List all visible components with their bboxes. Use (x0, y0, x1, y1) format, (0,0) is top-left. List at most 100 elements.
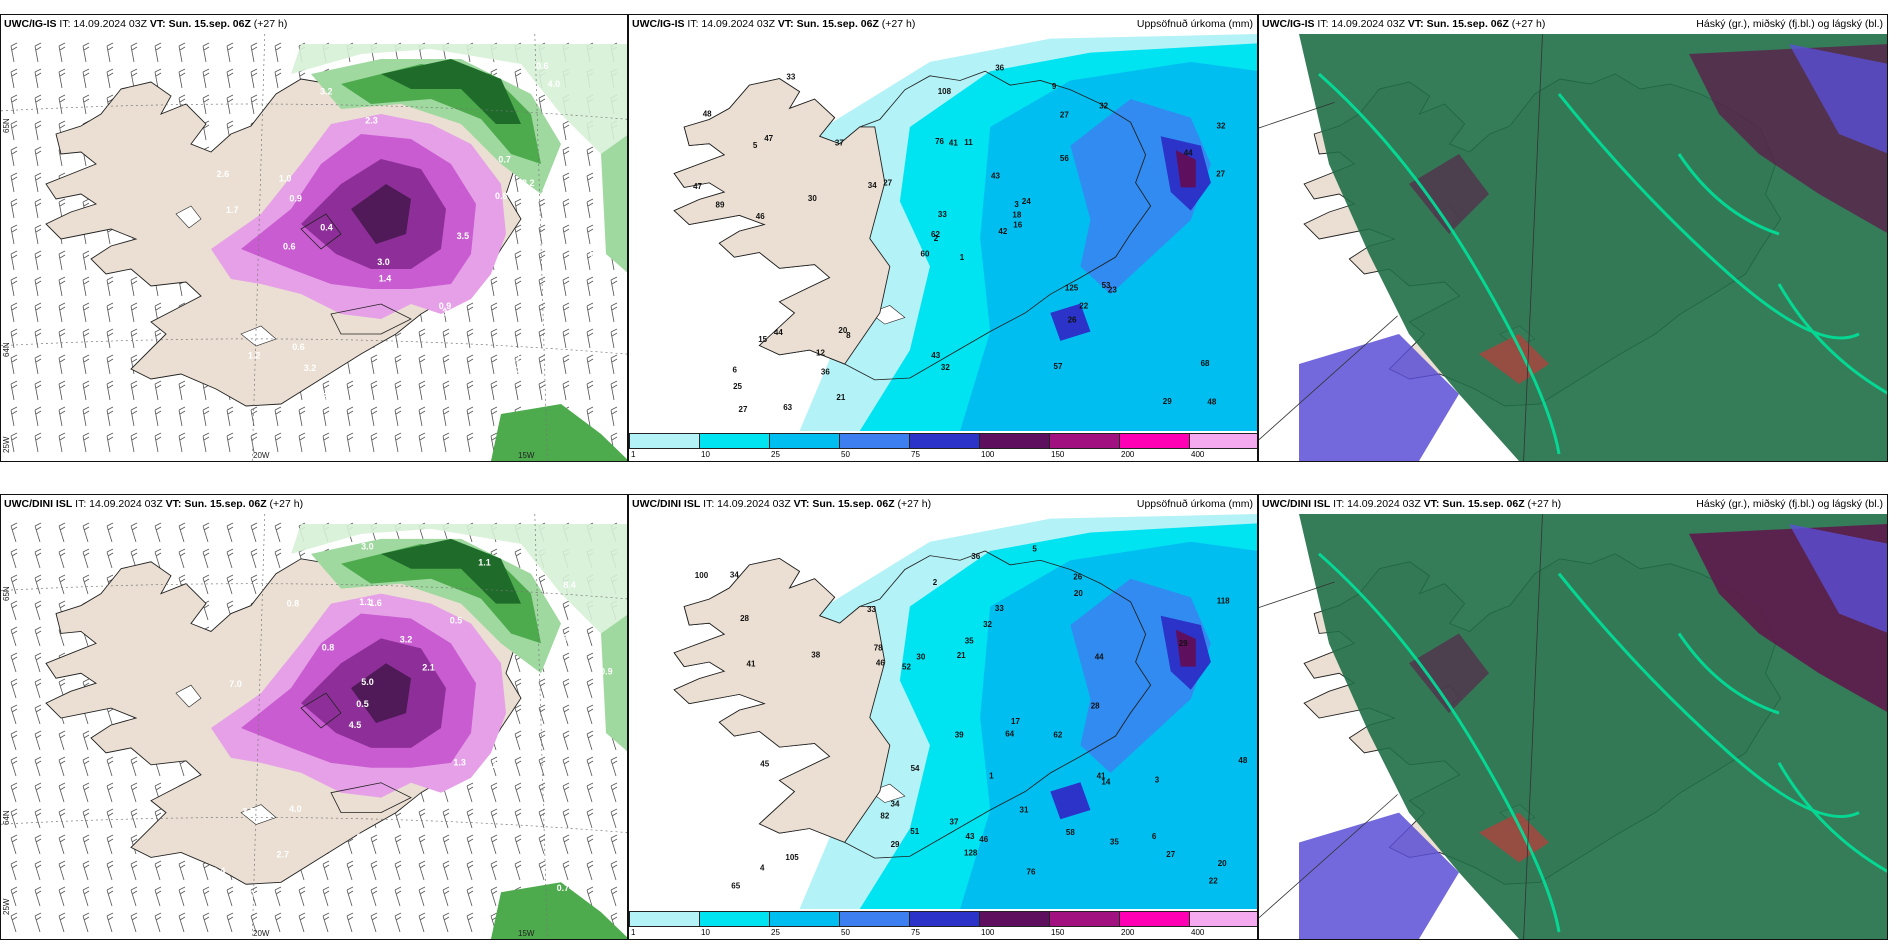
value-label: 34 (730, 570, 739, 579)
graticule-line (534, 34, 548, 461)
value-label: 33 (995, 604, 1004, 613)
precip-heavy-area (491, 882, 627, 939)
wind-barb (82, 250, 90, 271)
wind-barb (34, 198, 42, 219)
wind-barb (34, 42, 42, 63)
wind-barb (82, 42, 90, 63)
lon-label-20w: 20W (253, 451, 270, 460)
wind-barb (10, 354, 18, 375)
wind-barb (10, 730, 18, 751)
wind-barb (178, 522, 186, 543)
wind-barb (610, 406, 618, 427)
value-label: 33 (786, 73, 795, 82)
wind-barb (130, 68, 138, 89)
valid-time: VT: Sun. 15.sep. 06Z (165, 498, 267, 510)
colorbar-swatch (979, 911, 1050, 927)
wind-barb (58, 860, 66, 881)
wind-barb (34, 730, 42, 751)
value-label: 21 (957, 651, 966, 660)
wind-barb (82, 432, 90, 453)
value-label: 27 (883, 179, 892, 188)
wind-barb (490, 860, 498, 881)
wind-barb (322, 406, 330, 427)
wind-barb (178, 68, 186, 89)
accum-75-100 (1050, 303, 1091, 341)
wind-barb (346, 432, 354, 453)
wind-barb (58, 574, 66, 595)
wind-barb (34, 146, 42, 167)
value-labels: 0.7 7.0 8.4 4.5 0.5 0.3 1.1 3.2 3.7 0.8 1.4 2.7 1.6 2… (213, 542, 613, 900)
valid-time: VT: Sun. 15.sep. 06Z (777, 18, 879, 30)
wind-barb (346, 912, 354, 933)
model-name: UWC/IG-IS (4, 18, 57, 30)
wind-barb (394, 834, 402, 855)
wind-barb (586, 678, 594, 699)
wind-barb (10, 912, 18, 933)
wind-barb (562, 834, 570, 855)
wind-barb (514, 68, 522, 89)
wind-barb (82, 886, 90, 907)
colorbar-tick-label: 1 (631, 928, 636, 937)
value-label: 1.1 (478, 558, 491, 568)
wind-barb (58, 276, 66, 297)
wind-barb (562, 380, 570, 401)
value-label: 14 (1101, 777, 1110, 786)
colorbar-swatch (699, 911, 770, 927)
wind-barb (394, 432, 402, 453)
value-label: 47 (764, 134, 773, 143)
wind-barb (586, 198, 594, 219)
colorbar-tick-label: 75 (911, 450, 920, 459)
wind-barb (82, 380, 90, 401)
wind-barb (610, 276, 618, 297)
wind-barb (466, 834, 474, 855)
land-dry-area (673, 78, 891, 365)
colorbar-tick-label: 10 (701, 450, 710, 459)
lon-label-25w: 25W (2, 898, 11, 915)
panel-header: UWC/IG-IS IT: 14.09.2024 03Z VT: Sun. 15… (1, 15, 627, 34)
wind-barb (610, 328, 618, 349)
wind-barb (178, 42, 186, 63)
value-label: 3 (1014, 200, 1019, 209)
precip-veryheavy-area (381, 538, 521, 604)
cloud-cover-map (1259, 34, 1887, 461)
cloud-edges (1318, 72, 1887, 455)
wind-barb (106, 302, 114, 323)
value-label: 22 (1209, 876, 1218, 885)
wind-barb (10, 886, 18, 907)
wind-barb (322, 432, 330, 453)
colorbar-swatch (629, 433, 700, 449)
panel-header: UWC/IG-IS IT: 14.09.2024 03Z VT: Sun. 15… (1259, 15, 1887, 34)
model-name: UWC/IG-IS (1262, 18, 1315, 30)
colorbar-tick-label: 10 (701, 928, 710, 937)
value-label: 4 (760, 864, 765, 873)
wind-barb (82, 574, 90, 595)
value-label: 63 (783, 403, 792, 412)
accum-precip-map: 4317125626358222465136587841453911810010… (629, 514, 1257, 909)
wind-barb (82, 94, 90, 115)
value-label: 33 (938, 210, 947, 219)
wind-barb (466, 380, 474, 401)
wind-barb (34, 328, 42, 349)
value-label: 35 (1110, 838, 1119, 847)
value-labels: 3.0 3.2 0.6 1.0 2.2 1.0 0.5 0.4 1.4 3.2 1.2 2.6 3.0 0… (217, 61, 595, 409)
land-dry-area (673, 557, 891, 843)
panel-title: Háský (gr.), miðský (fj.bl.) og lágský (… (1696, 18, 1883, 30)
wind-barb (562, 302, 570, 323)
wind-barb (130, 302, 138, 323)
wind-barb (490, 886, 498, 907)
colorbar-swatch (769, 911, 840, 927)
lake-shape (175, 684, 202, 708)
wind-barb (34, 912, 42, 933)
value-label: 6 (1152, 832, 1157, 841)
wind-barb (154, 432, 162, 453)
value-label: 43 (991, 172, 1000, 181)
precip-veryheavy-area (381, 59, 521, 124)
wind-barb (10, 276, 18, 297)
projection-line (1259, 581, 1335, 608)
wind-barb (34, 380, 42, 401)
value-label: 1.3 (404, 391, 417, 401)
wind-barb (106, 432, 114, 453)
colorbar-tick-label: 25 (771, 928, 780, 937)
value-label: 3.3 (508, 364, 521, 374)
wind-barb (226, 94, 234, 115)
